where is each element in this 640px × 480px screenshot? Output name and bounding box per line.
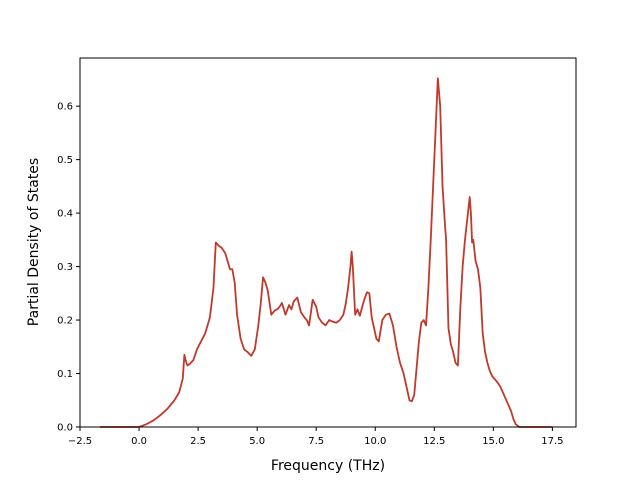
y-axis-ticks: 0.0 0.1 0.2 0.3 0.4 0.5 0.6 bbox=[57, 102, 80, 434]
y-axis-label: Partial Density of States bbox=[26, 158, 42, 326]
y-tick-label: 0.3 bbox=[57, 262, 73, 273]
x-tick-label: 2.5 bbox=[190, 436, 206, 447]
y-tick-label: 0.1 bbox=[57, 369, 73, 380]
x-axis-label: Frequency (THz) bbox=[271, 458, 385, 474]
pdos-line bbox=[100, 77, 553, 428]
y-tick-label: 0.4 bbox=[57, 209, 73, 220]
x-tick-label: −2.5 bbox=[68, 436, 92, 447]
x-tick-label: 12.5 bbox=[423, 436, 445, 447]
plot-frame bbox=[79, 57, 577, 428]
y-tick-label: 0.0 bbox=[57, 423, 73, 434]
plot-background bbox=[80, 58, 576, 427]
y-tick-label: 0.6 bbox=[57, 102, 73, 113]
x-tick-label: 0.0 bbox=[131, 436, 147, 447]
y-tick-label: 0.2 bbox=[57, 316, 73, 327]
x-tick-label: 10.0 bbox=[364, 436, 386, 447]
y-tick-label: 0.5 bbox=[57, 155, 73, 166]
x-tick-label: 5.0 bbox=[249, 436, 265, 447]
x-tick-label: 15.0 bbox=[482, 436, 504, 447]
x-axis-ticks: −2.5 0.0 2.5 5.0 7.5 10.0 12.5 15.0 17.5 bbox=[68, 427, 564, 447]
x-tick-label: 7.5 bbox=[308, 436, 324, 447]
x-tick-label: 17.5 bbox=[541, 436, 563, 447]
